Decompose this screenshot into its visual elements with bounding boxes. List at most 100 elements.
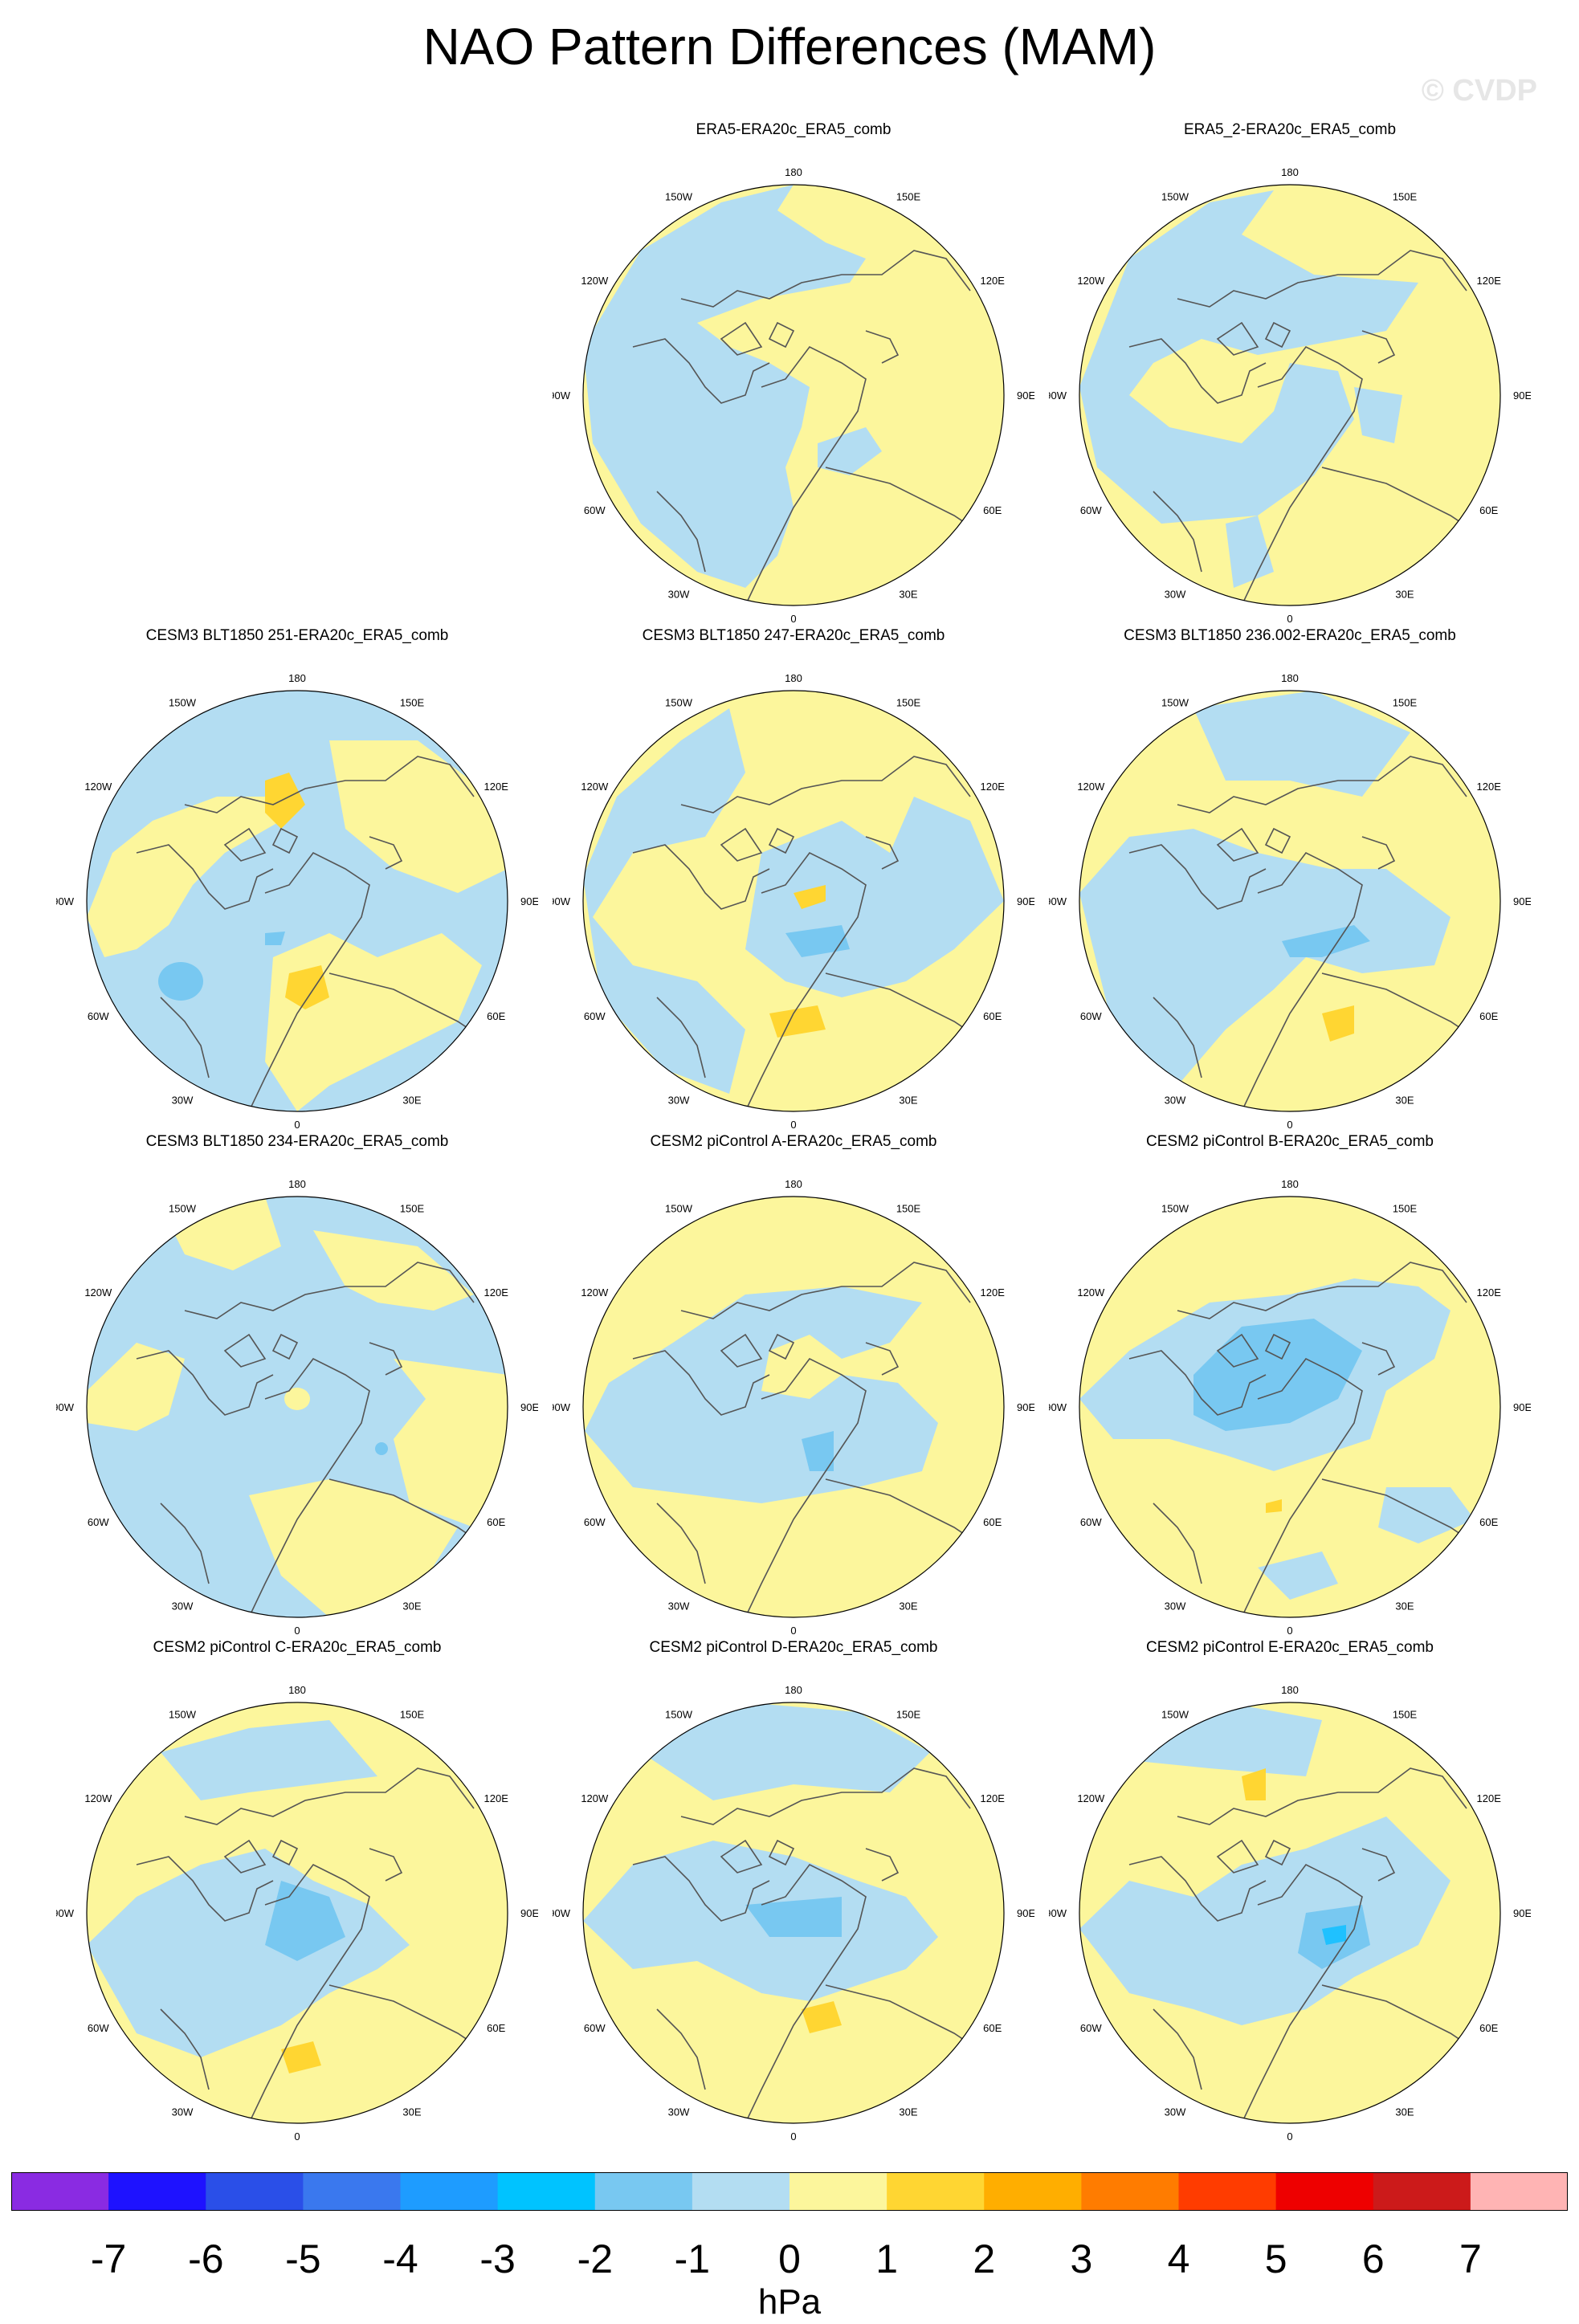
longitude-label: 90W (1049, 389, 1067, 402)
longitude-label: 150E (896, 696, 921, 708)
coastline (632, 1856, 770, 1922)
coastline (184, 1262, 475, 1319)
map-border (582, 184, 1005, 606)
longitude-label: 150E (1393, 696, 1418, 708)
longitude-label: 0 (790, 1625, 796, 1637)
coastline (369, 836, 403, 870)
coastline (248, 851, 370, 1111)
longitude-label: 90W (553, 1401, 571, 1413)
panel-title: CESM2 piControl B-ERA20c_ERA5_comb (1146, 1133, 1434, 1150)
anomaly-region (158, 962, 203, 1001)
map-panel: CESM2 piControl A-ERA20c_ERA5_comb 180 150… (553, 1132, 1034, 1638)
longitude-label: 180 (1281, 1684, 1299, 1696)
coastline (768, 1839, 795, 1866)
colorbar-units: hPa (757, 2282, 822, 2322)
polar-map: 180 150E 120E 90E 60E 30E 0 30W 60W 90W 120W 150W (1049, 1684, 1531, 2143)
colorbar-tick-label: -2 (577, 2236, 614, 2281)
longitude-label: 120E (981, 1792, 1006, 1804)
colorbar-tick-label: -3 (479, 2236, 516, 2281)
coastline (1361, 1848, 1396, 1882)
longitude-label: 30E (899, 2106, 917, 2118)
colorbar-box (303, 2172, 402, 2211)
coastline (632, 844, 770, 910)
anomaly-region (265, 932, 285, 945)
colorbar-tick-label: -6 (188, 2236, 224, 2281)
longitude-label: 90W (553, 895, 571, 907)
coastline (745, 1357, 867, 1617)
longitude-label: 60E (983, 504, 1002, 516)
longitude-label: 120W (1077, 275, 1105, 287)
coastline (680, 1767, 971, 1825)
longitude-label: 60W (584, 2022, 606, 2034)
map-border (86, 1702, 508, 2124)
anomaly-region (1193, 1319, 1362, 1431)
colorbar-tick-label: 1 (875, 2236, 898, 2281)
longitude-label: 120W (581, 275, 609, 287)
longitude-label: 90E (1513, 1401, 1531, 1413)
anomaly-region (1079, 1816, 1450, 2025)
anomaly-region (284, 1388, 310, 1410)
longitude-label: 120W (84, 1792, 112, 1804)
longitude-label: 150W (169, 1708, 197, 1720)
coastline (680, 250, 971, 308)
polar-map: 180 150E 120E 90E 60E 30E 0 30W 60W 90W 120W 150W (1049, 166, 1531, 625)
anomaly-region (265, 1881, 345, 1961)
longitude-label: 30W (668, 1095, 690, 1107)
longitude-label: 0 (1287, 613, 1292, 625)
colorbar-box (206, 2172, 304, 2211)
coastline (768, 827, 795, 854)
colorbar-box (1178, 2172, 1277, 2211)
coastline (768, 321, 795, 349)
panel-title: ERA5-ERA20c_ERA5_comb (696, 121, 892, 138)
coastline (1241, 1357, 1363, 1617)
longitude-label: 180 (785, 1684, 802, 1696)
anomaly-region (161, 1720, 377, 1800)
longitude-label: 60E (487, 1010, 505, 1022)
colorbar-tick-label: 7 (1459, 2236, 1482, 2281)
longitude-label: 90E (520, 895, 538, 907)
anomaly-region (329, 740, 508, 893)
longitude-label: 150E (1393, 1708, 1418, 1720)
longitude-label: 0 (1287, 1625, 1292, 1637)
polar-map: 180 150E 120E 90E 60E 30E 0 30W 60W 90W 120W 150W (553, 1684, 1034, 2143)
longitude-label: 90W (553, 389, 571, 402)
colorbar-tick-label: -4 (382, 2236, 418, 2281)
longitude-label: 90W (1049, 1401, 1067, 1413)
coastline (223, 827, 267, 862)
anomaly-region (1354, 387, 1402, 443)
map-panel: CESM3 BLT1850 251-ERA20c_ERA5_comb 180 150… (56, 626, 538, 1132)
coastline (656, 1502, 706, 1584)
longitude-label: 60E (1479, 504, 1498, 516)
longitude-label: 90E (1513, 895, 1531, 907)
longitude-label: 30E (899, 589, 917, 601)
longitude-label: 90E (1017, 895, 1034, 907)
longitude-label: 120E (484, 781, 509, 793)
coastline (720, 827, 763, 862)
longitude-label: 30W (668, 2106, 690, 2118)
coastline (160, 2008, 210, 2090)
anomaly-region (1193, 691, 1410, 797)
map-border (1079, 690, 1501, 1112)
coastline (1361, 1342, 1396, 1376)
coastline (160, 997, 210, 1078)
map-border (582, 1702, 1005, 2124)
colorbar-tick-label: 4 (1167, 2236, 1190, 2281)
coastline (632, 338, 770, 404)
longitude-label: 0 (294, 1625, 300, 1637)
polar-map: 180 150E 120E 90E 60E 30E 0 30W 60W 90W 120W 150W (56, 672, 538, 1131)
colorbar-box (1373, 2172, 1471, 2211)
longitude-label: 150E (1393, 1202, 1418, 1214)
colorbar-tick-label: 5 (1264, 2236, 1287, 2281)
longitude-label: 150E (896, 190, 921, 202)
panel-title: CESM3 BLT1850 247-ERA20c_ERA5_comb (642, 627, 945, 644)
longitude-label: 30W (172, 2106, 194, 2118)
panel-title: CESM2 piControl E-ERA20c_ERA5_comb (1146, 1639, 1434, 1656)
colorbar (11, 2172, 1568, 2211)
map-border (582, 1196, 1005, 1618)
coastline (136, 844, 274, 910)
longitude-label: 120W (581, 1792, 609, 1804)
longitude-label: 30W (668, 1600, 690, 1613)
polar-map: 180 150E 120E 90E 60E 30E 0 30W 60W 90W 120W 150W (553, 1178, 1034, 1637)
anomaly-region (285, 965, 329, 1009)
coastline (369, 1342, 403, 1376)
